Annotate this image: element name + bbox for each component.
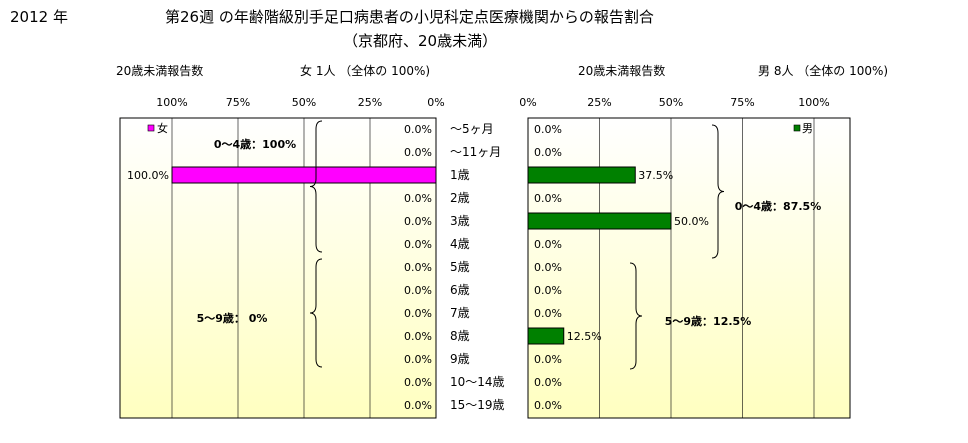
female-tick-label: 75%	[226, 96, 250, 109]
male-tick-label: 25%	[587, 96, 611, 109]
female-value-label: 0.0%	[404, 399, 432, 412]
male-value-label: 37.5%	[638, 169, 673, 182]
male-value-label: 0.0%	[534, 192, 562, 205]
female-tick-label: 0%	[427, 96, 444, 109]
age-category-label: 9歳	[450, 352, 470, 366]
female-value-label: 0.0%	[404, 123, 432, 136]
male-annotation-5-9: 5～9歳：12.5%	[665, 314, 751, 328]
male-value-label: 0.0%	[534, 353, 562, 366]
female-value-label: 0.0%	[404, 307, 432, 320]
female-annotation-0-4: 0～4歳：100%	[214, 137, 296, 151]
male-plot-area	[527, 117, 851, 419]
female-brace-5-9	[309, 258, 323, 368]
female-bar	[171, 166, 437, 184]
female-brace-0-4	[309, 120, 323, 253]
age-category-label: 7歳	[450, 306, 470, 320]
male-tick-label: 75%	[730, 96, 754, 109]
male-legend-swatch	[793, 124, 801, 132]
female-annotation-5-9: 5～9歳： 0%	[197, 311, 268, 325]
male-bar	[527, 327, 565, 345]
age-category-label: 6歳	[450, 283, 470, 297]
male-bar	[527, 212, 672, 230]
age-category-label: 10～14歳	[450, 375, 505, 389]
male-value-label: 0.0%	[534, 399, 562, 412]
female-value-label: 0.0%	[404, 238, 432, 251]
female-value-label: 0.0%	[404, 192, 432, 205]
male-bar	[527, 166, 636, 184]
male-count-label: 20歳未満報告数	[578, 64, 666, 78]
age-category-label: 8歳	[450, 329, 470, 343]
female-tick-label: 50%	[292, 96, 316, 109]
male-value-label: 50.0%	[674, 215, 709, 228]
male-tick-label: 0%	[519, 96, 536, 109]
female-value-label: 0.0%	[404, 376, 432, 389]
chart-title: 第26週 の年齢階級別手足口病患者の小児科定点医療機関からの報告割合	[165, 8, 654, 26]
female-value-label: 0.0%	[404, 261, 432, 274]
female-legend-label: 女	[157, 121, 168, 135]
female-legend-swatch	[147, 124, 155, 132]
male-tick-label: 50%	[659, 96, 683, 109]
male-value-label: 0.0%	[534, 238, 562, 251]
male-brace-0-4	[711, 124, 725, 259]
year-label: 2012 年	[10, 8, 68, 26]
female-value-label: 0.0%	[404, 284, 432, 297]
age-category-label: 3歳	[450, 214, 470, 228]
female-value-label: 100.0%	[127, 169, 169, 182]
chart-subtitle: （京都府、20歳未満）	[343, 32, 498, 50]
male-annotation-0-4: 0～4歳：87.5%	[735, 199, 821, 213]
female-count-summary: 女 1人 （全体の 100%)	[300, 64, 431, 78]
age-category-label: 4歳	[450, 237, 470, 251]
male-value-label: 0.0%	[534, 261, 562, 274]
age-category-label: 1歳	[450, 168, 470, 182]
male-value-label: 0.0%	[534, 146, 562, 159]
age-category-label: ～5ヶ月	[450, 122, 494, 136]
age-category-label: 15～19歳	[450, 398, 505, 412]
category-labels: ～5ヶ月 ～11ヶ月 1歳 2歳 3歳 4歳 5歳 6歳 7歳 8歳 9歳 10～14歳 15～19歳	[450, 122, 505, 412]
age-category-label: 5歳	[450, 260, 470, 274]
male-value-label: 0.0%	[534, 376, 562, 389]
female-count-label: 20歳未満報告数	[116, 64, 204, 78]
male-brace-5-9	[629, 262, 643, 370]
male-legend-label: 男	[802, 122, 813, 135]
female-tick-label: 100%	[156, 96, 187, 109]
female-panel: 100% 75% 50% 25% 0% 0.0% 0.0% 100.0% 0.0% 0.0% 0.0…	[119, 96, 445, 419]
age-category-label: 2歳	[450, 191, 470, 205]
male-value-label: 12.5%	[567, 330, 602, 343]
male-count-summary: 男 8人 （全体の 100%)	[758, 64, 889, 78]
male-tick-label: 100%	[798, 96, 829, 109]
female-value-label: 0.0%	[404, 146, 432, 159]
age-category-label: ～11ヶ月	[450, 145, 501, 159]
male-value-label: 0.0%	[534, 123, 562, 136]
male-panel: 0% 25% 50% 75% 100% 0.0% 0.0% 37.5% 0.0% 50.0% 0.0…	[519, 96, 851, 419]
male-value-label: 0.0%	[534, 307, 562, 320]
female-value-label: 0.0%	[404, 330, 432, 343]
female-tick-label: 25%	[358, 96, 382, 109]
female-plot-area	[119, 117, 437, 419]
female-value-label: 0.0%	[404, 353, 432, 366]
male-value-label: 0.0%	[534, 284, 562, 297]
female-value-label: 0.0%	[404, 215, 432, 228]
